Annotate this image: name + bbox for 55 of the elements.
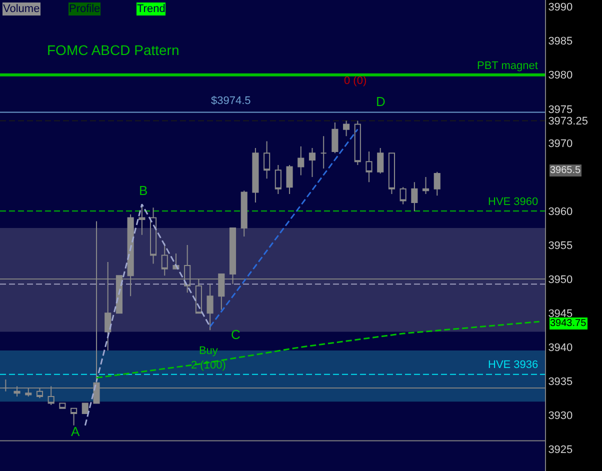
candlestick bbox=[70, 408, 78, 426]
line-series bbox=[96, 320, 540, 378]
candlestick bbox=[422, 176, 430, 194]
annotation: $3974.5 bbox=[211, 95, 251, 107]
candlestick bbox=[298, 146, 304, 176]
annotation: Buy 2 (100) bbox=[191, 345, 226, 372]
annotation: B bbox=[139, 183, 148, 198]
candlestick bbox=[150, 207, 157, 264]
annotation: Trend bbox=[137, 3, 166, 15]
text: 3965.5 bbox=[550, 165, 582, 176]
annotation: C bbox=[231, 327, 240, 342]
annotation: 0 (0) bbox=[344, 75, 367, 87]
text: FOMC ABCD Pattern bbox=[47, 42, 180, 58]
y-tick-label: 3973.25 bbox=[548, 116, 588, 128]
y-tick-label: 3935 bbox=[548, 376, 573, 388]
candlestick bbox=[411, 182, 418, 212]
annotation: D bbox=[376, 94, 386, 109]
candlestick bbox=[240, 190, 248, 238]
candlestick bbox=[264, 140, 270, 180]
y-tick-label: 3955 bbox=[548, 240, 573, 252]
y-tick-label: 3945 bbox=[548, 308, 573, 320]
y-tick-label: 3950 bbox=[548, 274, 573, 286]
candlestick bbox=[252, 148, 259, 203]
candlestick bbox=[400, 186, 406, 205]
candlestick bbox=[332, 122, 338, 154]
y-tick-label: 3930 bbox=[548, 410, 573, 422]
text: 3943.75 bbox=[550, 318, 587, 329]
candlestick bbox=[59, 402, 66, 409]
y-tick-label: 3990 bbox=[548, 2, 573, 14]
ref-line-label: PBT magnet bbox=[477, 60, 538, 72]
candlestick bbox=[343, 120, 350, 137]
candlestick bbox=[377, 148, 384, 174]
annotation: Profile bbox=[69, 3, 100, 15]
y-tick-label: 3975 bbox=[548, 104, 573, 116]
y-tick-label: 3960 bbox=[548, 206, 573, 218]
y-tick-label: 3925 bbox=[548, 444, 573, 456]
candlestick bbox=[366, 150, 372, 183]
y-tick-label: 3985 bbox=[548, 36, 573, 48]
ref-line-label: HVE 3936 bbox=[488, 359, 538, 371]
y-tick-label: 3940 bbox=[548, 342, 573, 354]
candlestick bbox=[286, 164, 293, 194]
candlestick bbox=[82, 402, 88, 414]
candlestick bbox=[388, 152, 395, 194]
ref-line-label: HVE 3960 bbox=[488, 196, 538, 208]
candlestick bbox=[354, 120, 361, 166]
candlestick bbox=[434, 171, 440, 196]
candlestick bbox=[138, 205, 146, 236]
candlestick bbox=[308, 148, 316, 178]
y-tick-label: 3970 bbox=[548, 138, 573, 150]
candlestick bbox=[274, 164, 282, 194]
annotation: Volume bbox=[3, 3, 40, 15]
candlestick bbox=[206, 284, 214, 331]
candlestick bbox=[320, 136, 327, 169]
annotation: A bbox=[71, 424, 80, 439]
y-tick-label: 3980 bbox=[548, 70, 573, 82]
